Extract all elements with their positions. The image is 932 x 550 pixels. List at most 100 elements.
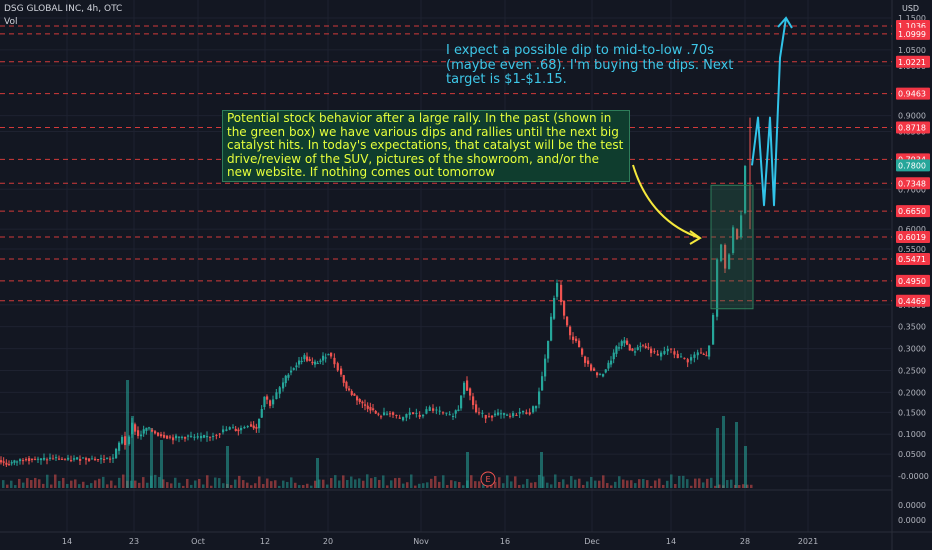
- volume-bar: [522, 484, 525, 488]
- volume-bar: [318, 479, 321, 488]
- volume-bar: [735, 422, 738, 488]
- volume-bar: [342, 475, 345, 488]
- volume-bar: [90, 483, 93, 488]
- candle-body: [415, 412, 418, 414]
- volume-bar: [316, 458, 319, 488]
- volume-bar: [218, 478, 221, 488]
- candle-body: [702, 353, 705, 355]
- candle-body: [61, 458, 64, 460]
- candle-body: [481, 412, 484, 414]
- candle-body: [260, 409, 263, 418]
- price-level-badge: [896, 177, 930, 190]
- candle-body: [383, 412, 386, 416]
- projection-arrowhead: [777, 16, 793, 29]
- candle-body: [639, 346, 642, 348]
- volume-bar: [30, 480, 33, 488]
- volume-bar: [26, 478, 29, 488]
- candle-body: [392, 412, 395, 415]
- candle-body: [169, 436, 172, 438]
- volume-bars: [2, 380, 753, 488]
- candle-body: [215, 434, 218, 436]
- volume-bar: [722, 416, 725, 488]
- curved-yellow-arrow: [632, 164, 702, 245]
- candle-body: [0, 460, 3, 463]
- candle-body: [680, 356, 683, 358]
- candle-body: [587, 360, 590, 365]
- volume-bar: [378, 479, 381, 488]
- volume-bar: [746, 484, 749, 488]
- candle-body: [650, 348, 653, 354]
- volume-bar: [102, 476, 105, 488]
- candle-body: [369, 407, 372, 411]
- candle-body: [356, 396, 359, 401]
- candle-body: [16, 461, 19, 463]
- candle-body: [184, 437, 187, 439]
- candle-body: [187, 435, 190, 437]
- candle-body: [610, 360, 613, 365]
- candle-body: [720, 244, 723, 261]
- price-level-value: 0.8718: [898, 124, 926, 133]
- candle-body: [52, 458, 55, 460]
- candle-body: [206, 436, 209, 438]
- volume-bar: [716, 428, 719, 488]
- volume-bar: [98, 478, 101, 488]
- volume-bar: [546, 482, 549, 488]
- candle-body: [2, 461, 5, 463]
- candle-body: [708, 345, 711, 357]
- candle-body: [330, 352, 333, 357]
- candle-body: [196, 436, 199, 438]
- price-level-value: 1.0999: [898, 30, 926, 39]
- volume-bar: [586, 481, 589, 488]
- candle-body: [58, 458, 61, 460]
- volume-bar: [682, 475, 685, 488]
- candle-body: [532, 406, 535, 413]
- candle-body: [97, 459, 100, 461]
- candle-body: [463, 382, 466, 395]
- projection-path: [751, 17, 787, 207]
- candle-body: [670, 348, 673, 350]
- candle-body: [395, 414, 398, 416]
- price-level-value: 0.5471: [898, 255, 926, 264]
- candle-body: [178, 436, 181, 438]
- candle-body: [445, 412, 448, 414]
- volume-bar: [630, 480, 633, 488]
- volume-bar: [6, 484, 9, 488]
- candle-body: [142, 429, 145, 434]
- volume-bar: [550, 484, 553, 488]
- candle-body: [292, 368, 295, 370]
- y-axis[interactable]: 1.15001.05001.00000.90000.85000.70000.60…: [896, 14, 930, 525]
- candle-body: [348, 388, 351, 391]
- candle-body: [73, 458, 76, 460]
- volume-bar: [502, 483, 505, 488]
- yellow-arrow-path: [632, 164, 701, 239]
- candle-body: [528, 412, 531, 415]
- volume-bar: [138, 482, 141, 488]
- candle-body: [28, 458, 31, 462]
- volume-bar: [582, 484, 585, 488]
- volume-bar: [744, 446, 747, 488]
- yellow-arrowhead: [689, 230, 702, 245]
- candle-body: [596, 372, 599, 376]
- volume-bar: [458, 482, 461, 488]
- candle-body: [425, 409, 428, 414]
- candle-body: [673, 351, 676, 355]
- candle-body: [525, 412, 528, 414]
- price-candles: [0, 117, 751, 468]
- volume-bar: [558, 481, 561, 488]
- volume-bar: [2, 480, 5, 488]
- price-level-value: 0.4469: [898, 297, 926, 306]
- price-level-badge: [896, 274, 930, 287]
- volume-bar: [226, 446, 229, 488]
- earnings-marker: E: [480, 471, 496, 487]
- candle-body: [636, 347, 639, 350]
- volume-bar: [570, 476, 573, 488]
- candle-body: [389, 413, 392, 415]
- candle-body: [106, 457, 109, 459]
- candle-body: [22, 460, 25, 462]
- candle-body: [31, 458, 34, 460]
- candle-body: [252, 425, 255, 429]
- volume-bar: [726, 480, 729, 488]
- projection-arrow: [751, 16, 793, 207]
- candle-body: [163, 435, 166, 438]
